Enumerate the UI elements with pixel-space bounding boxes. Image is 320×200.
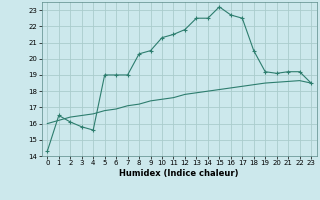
X-axis label: Humidex (Indice chaleur): Humidex (Indice chaleur) — [119, 169, 239, 178]
